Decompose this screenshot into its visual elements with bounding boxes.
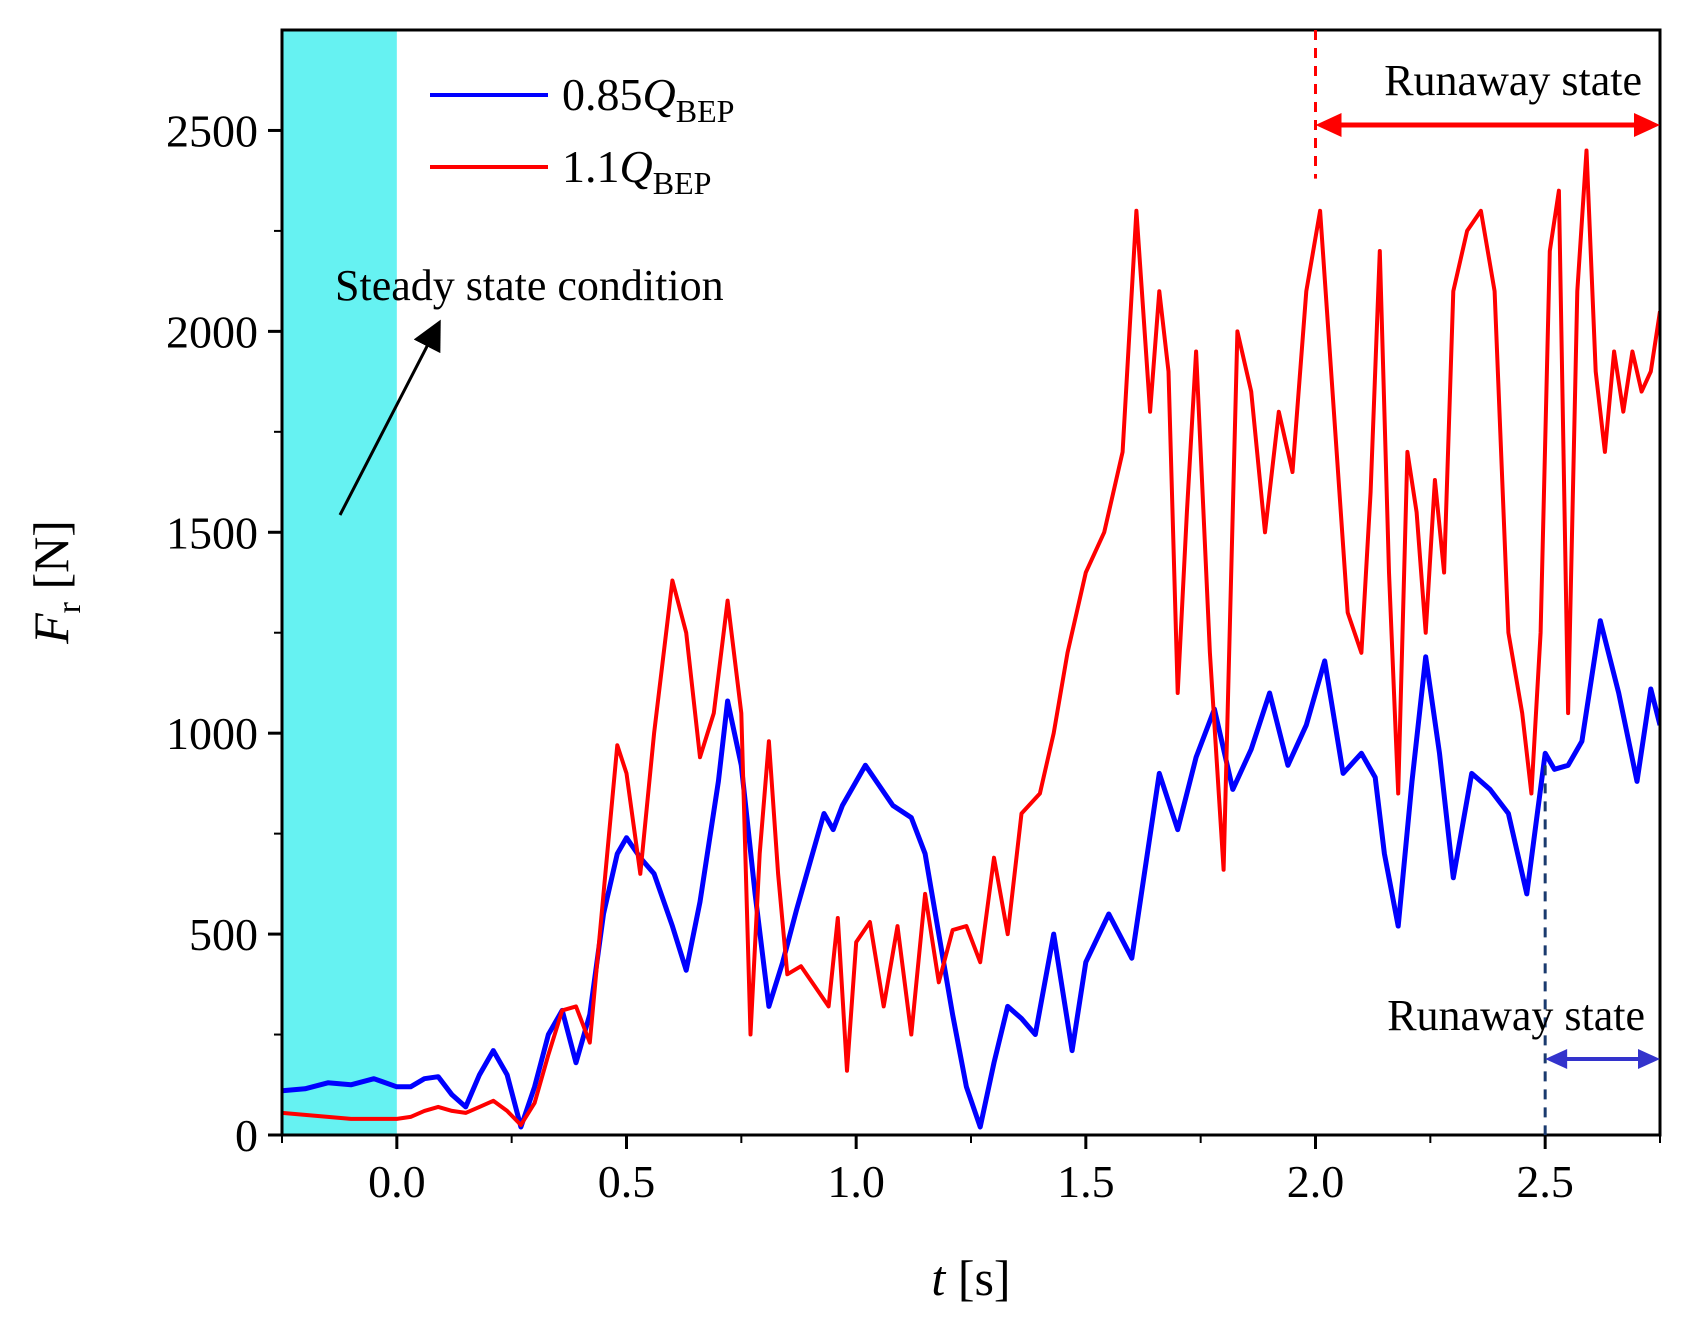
y-tick-label: 1000 xyxy=(166,708,258,759)
plot-frame xyxy=(280,28,1662,1137)
runaway-red-label: Runaway state xyxy=(1384,56,1642,105)
runaway-red-arrowhead-left xyxy=(1315,113,1342,137)
runaway-blue-arrowhead-left xyxy=(1545,1049,1568,1069)
legend-label-blue: 0.85QBEP xyxy=(562,69,734,129)
y-tick-label: 500 xyxy=(189,909,258,960)
legend: 0.85QBEP 1.1QBEP xyxy=(430,69,734,201)
x-tick-label: 2.5 xyxy=(1516,1156,1574,1207)
x-axis-title: t [s] xyxy=(931,1250,1010,1306)
runaway-blue-label: Runaway state xyxy=(1387,991,1645,1040)
y-tick-label: 1500 xyxy=(166,507,258,558)
runaway-red-arrowhead-right xyxy=(1634,113,1660,137)
y-axis-title: Fr [N] xyxy=(23,520,88,645)
steady-state-label: Steady state condition xyxy=(335,261,724,310)
x-tick-label: 0.5 xyxy=(598,1156,656,1207)
series-line-red xyxy=(282,148,1660,1127)
steady-state-arrow xyxy=(338,319,441,516)
x-tick-label: 1.5 xyxy=(1057,1156,1115,1207)
x-tick-label: 1.0 xyxy=(827,1156,885,1207)
legend-label-red: 1.1QBEP xyxy=(562,141,711,201)
runaway-blue-arrowhead-right xyxy=(1638,1049,1660,1069)
y-tick-label: 2000 xyxy=(166,306,258,357)
x-tick-label: 0.0 xyxy=(368,1156,426,1207)
y-tick-label: 0 xyxy=(235,1110,258,1161)
x-tick-label: 2.0 xyxy=(1287,1156,1345,1207)
steady-state-region xyxy=(282,30,397,1135)
series-line-blue xyxy=(282,618,1660,1130)
y-tick-label: 2500 xyxy=(166,105,258,156)
